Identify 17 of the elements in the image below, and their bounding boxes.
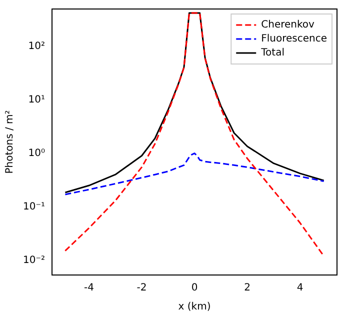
legend-label: Fluorescence: [261, 34, 328, 45]
y-tick-label: 10⁻²: [22, 254, 46, 266]
line-series: [64, 12, 325, 257]
y-axis-title: Photons / m²: [4, 110, 16, 174]
line-series: [64, 152, 325, 196]
legend-label: Total: [260, 48, 284, 59]
y-tick-label: 10²: [28, 40, 46, 52]
x-tick-label: 4: [296, 282, 304, 294]
x-tick-label: 0: [191, 282, 198, 294]
x-tick-label: -2: [136, 282, 147, 294]
y-tick-label: 10⁰: [28, 148, 46, 159]
x-tick-label: 2: [244, 282, 250, 294]
x-axis-title: x (km): [178, 302, 211, 313]
y-tick-label: 10¹: [28, 94, 46, 106]
y-tick-label: 10⁻¹: [22, 201, 46, 212]
x-tick-label: -4: [84, 282, 94, 294]
legend-label: Cherenkov: [261, 20, 315, 31]
